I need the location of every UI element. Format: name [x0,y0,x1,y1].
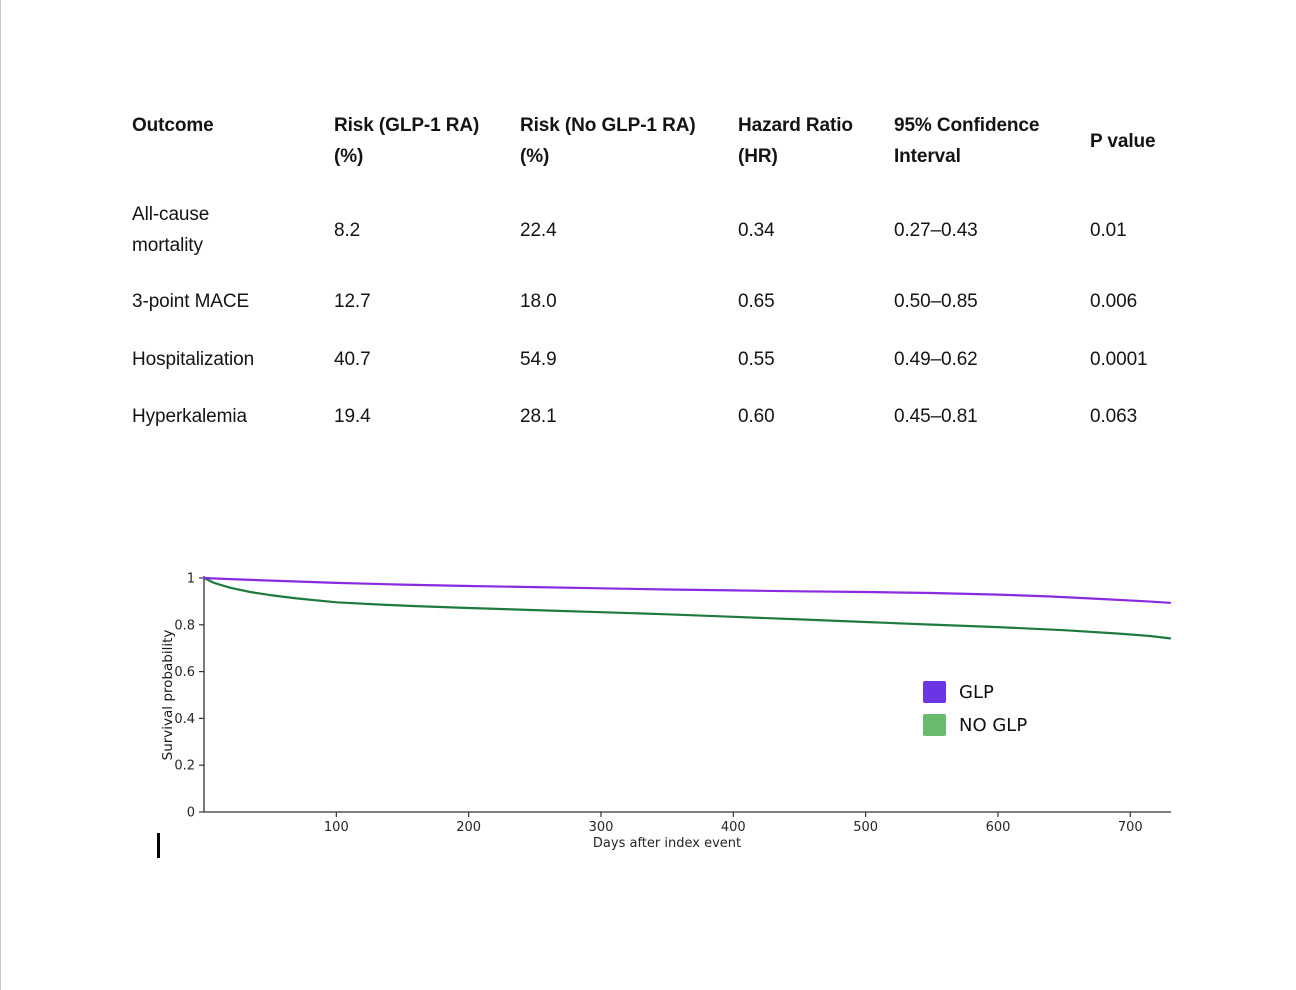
y-tick-label: 0.6 [174,665,195,680]
cell-risk-glp: 19.4 [334,406,371,427]
series-line-no-glp [202,576,1172,640]
table-row: Hyperkalemia 19.4 28.1 0.60 0.45–0.81 0.… [132,401,1200,432]
cell-risk-noglp: 54.9 [520,349,557,370]
legend-swatch-no-glp [923,714,946,736]
col-header-risk-noglp: Risk (No GLP-1 RA) (%) [520,115,696,167]
cell-outcome: 3-point MACE [132,291,250,312]
cell-ci: 0.27–0.43 [894,219,978,241]
col-header-outcome: Outcome [132,115,214,136]
cell-hr: 0.60 [738,406,775,427]
cell-p: 0.063 [1090,406,1138,427]
y-tick-label: 0 [187,806,195,821]
x-tick-label: 400 [721,820,746,835]
cell-risk-noglp: 22.4 [520,219,557,241]
cell-p: 0.006 [1090,291,1138,312]
cell-p: 0.0001 [1090,349,1148,370]
cell-hr: 0.55 [738,349,775,370]
x-tick-label: 500 [853,820,878,835]
table-row: All-cause mortality 8.2 22.4 0.34 0.27–0… [132,197,1200,263]
y-tick-label: 1 [187,572,195,587]
cell-ci: 0.50–0.85 [894,291,978,312]
cell-ci: 0.49–0.62 [894,349,978,370]
y-tick-label: 0.4 [174,712,195,727]
cell-risk-glp: 40.7 [334,349,371,370]
cell-ci: 0.45–0.81 [894,406,978,427]
x-tick-label: 600 [986,820,1011,835]
col-header-hazard-ratio: Hazard Ratio (HR) [738,115,853,167]
table-row: Hospitalization 40.7 54.9 0.55 0.49–0.62… [132,344,1200,375]
x-axis-title: Days after index event [593,836,741,851]
cell-hr: 0.65 [738,291,775,312]
cell-risk-glp: 8.2 [334,219,361,241]
y-tick-label: 0.8 [174,618,195,633]
x-tick-label: 300 [589,820,614,835]
cell-outcome: Hyperkalemia [132,406,247,427]
col-header-confidence-interval: 95% Confidence Interval [894,115,1040,167]
cell-hr: 0.34 [738,219,775,241]
cell-risk-noglp: 28.1 [520,406,557,427]
table-header-row: Outcome Risk (GLP-1 RA) (%) Risk (No GLP… [132,110,1200,172]
text-cursor-artifact [157,833,160,858]
col-header-p-value: P value [1090,130,1156,152]
cell-risk-noglp: 18.0 [520,291,557,312]
x-tick-label: 700 [1118,820,1143,835]
table-row: 3-point MACE 12.7 18.0 0.65 0.50–0.85 0.… [132,286,1200,317]
cell-outcome: All-cause mortality [132,204,210,256]
x-tick-label: 200 [456,820,481,835]
legend-label-glp: GLP [959,682,994,703]
y-tick-label: 0.2 [174,759,195,774]
col-header-risk-glp: Risk (GLP-1 RA) (%) [334,115,480,167]
legend-swatch-glp [923,681,946,703]
cell-outcome: Hospitalization [132,349,255,370]
cell-risk-glp: 12.7 [334,291,371,312]
x-tick-label: 100 [324,820,349,835]
cell-p: 0.01 [1090,219,1127,241]
y-axis-title: Survival probability [160,630,176,761]
legend-label-no-glp: NO GLP [959,715,1027,736]
series-line-glp [202,576,1172,604]
